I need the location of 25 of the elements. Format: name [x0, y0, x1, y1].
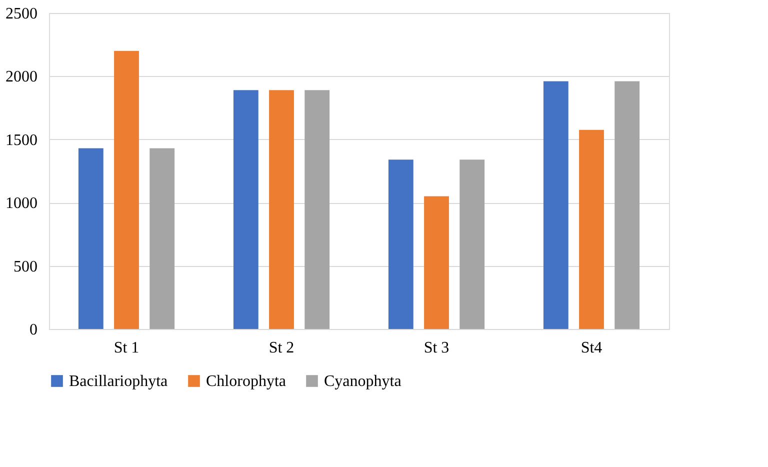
bar [304, 90, 330, 329]
bar [233, 90, 258, 329]
bar [114, 50, 139, 329]
bar [424, 196, 449, 329]
bar [150, 148, 175, 329]
x-tick-label: St 3 [424, 340, 450, 356]
y-tick-label: 1500 [6, 132, 38, 149]
legend-label: Bacillariophyta [69, 373, 168, 390]
y-tick-label: 1000 [6, 195, 38, 212]
legend-label: Chlorophyta [206, 373, 286, 390]
legend-label: Cyanophyta [324, 373, 402, 390]
bar [388, 160, 414, 329]
bar [543, 81, 568, 329]
x-tick-label: St 2 [268, 340, 294, 356]
bar [460, 160, 485, 329]
y-tick-label: 0 [30, 322, 38, 338]
y-tick-label: 500 [14, 258, 38, 276]
bar [614, 81, 640, 329]
y-tick-label: 2500 [6, 6, 38, 22]
bar [579, 130, 604, 329]
bar [78, 148, 104, 329]
x-tick-label: St4 [580, 340, 602, 356]
x-tick-label: St 1 [114, 340, 140, 356]
bar [269, 90, 294, 329]
y-tick-label: 2000 [6, 68, 38, 86]
